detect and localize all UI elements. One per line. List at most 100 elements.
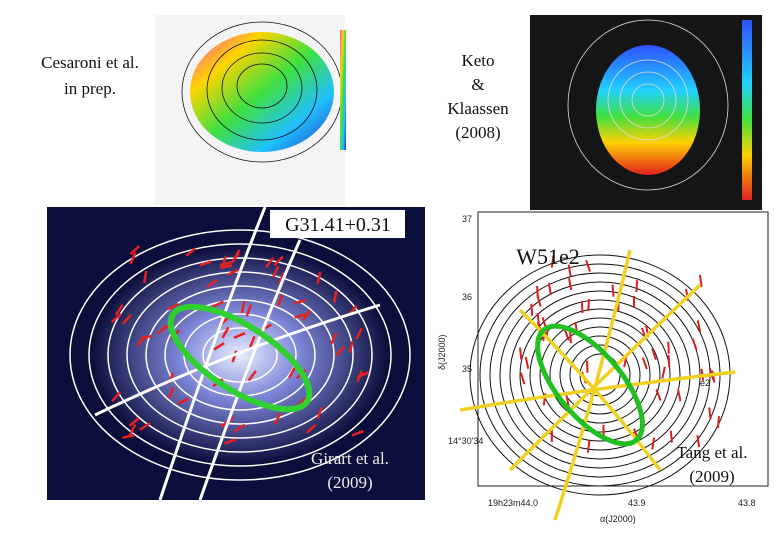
vector [669, 430, 673, 443]
caption-line: (2008) [455, 123, 500, 142]
vector [348, 340, 354, 354]
vector [708, 407, 712, 420]
y-tick-label: 36 [462, 292, 472, 302]
vector [519, 372, 526, 385]
vector [569, 331, 572, 344]
vector [530, 303, 534, 316]
vector [136, 335, 146, 347]
vector [206, 278, 218, 288]
vector [717, 416, 720, 429]
contour [107, 257, 373, 453]
polarization-map-left [47, 206, 425, 501]
vector [696, 434, 701, 448]
vector [185, 247, 197, 257]
vector [586, 440, 591, 453]
vector [245, 304, 253, 317]
vector [231, 350, 238, 363]
caption-line: (2009) [689, 467, 734, 486]
velocity-map-right [530, 15, 762, 210]
caption-line: & [471, 75, 484, 94]
vector [272, 265, 280, 278]
vector [114, 304, 124, 316]
vector [550, 255, 555, 268]
vector [587, 298, 591, 312]
caption-line: in prep. [64, 79, 116, 98]
vector [316, 271, 322, 285]
vector [248, 335, 256, 348]
contour [529, 308, 671, 442]
vector [305, 423, 317, 434]
x-tick-label: 19h23m44.0 [488, 498, 538, 508]
vector [611, 284, 615, 297]
vector [641, 357, 648, 370]
vector [293, 299, 307, 305]
y-tick-label: 35 [462, 364, 472, 374]
vector [129, 245, 141, 256]
vector [240, 300, 246, 314]
vector [219, 261, 233, 267]
vector [651, 348, 657, 361]
contour [164, 299, 316, 411]
vector [696, 320, 702, 333]
vector [329, 332, 338, 345]
source-label: W51e2 [516, 244, 580, 269]
vector [655, 389, 662, 401]
contour [519, 299, 681, 451]
vector [547, 282, 552, 295]
vector [226, 268, 239, 277]
vector [288, 366, 297, 379]
vector [122, 314, 132, 325]
x-tick-label: 43.9 [628, 498, 646, 508]
vector [563, 328, 570, 341]
velocity-map-left [155, 15, 346, 205]
caption-line: (2009) [327, 473, 372, 492]
vector [355, 327, 363, 340]
y-axis-label: δ(J2000) [437, 334, 447, 370]
y-tick-label: 37 [462, 214, 472, 224]
vector [231, 252, 240, 264]
x-axis-label: α(J2000) [600, 514, 636, 524]
vector [580, 301, 584, 314]
vector [177, 397, 190, 405]
source-tag: e2 [700, 378, 710, 388]
vector [667, 355, 671, 368]
vector [278, 272, 286, 285]
vector [199, 260, 212, 267]
vector [167, 386, 175, 400]
vector [224, 438, 237, 445]
vector [661, 366, 666, 379]
vector [142, 270, 148, 284]
polarization-map-right [459, 211, 769, 521]
contour [509, 290, 691, 460]
vector [110, 313, 122, 323]
contour [549, 326, 651, 424]
vector [129, 252, 137, 265]
caption-line: Tang et al. [676, 443, 747, 462]
vector [233, 332, 246, 339]
vector [519, 347, 523, 360]
vector [111, 391, 121, 403]
vector [212, 300, 225, 309]
vector [273, 412, 282, 425]
vector [139, 421, 151, 431]
caption-line: Girart et al. [311, 449, 389, 468]
contour [202, 327, 278, 383]
vector [316, 406, 323, 420]
caption-line: Keto [461, 51, 494, 70]
contour [559, 335, 641, 415]
vector [128, 423, 137, 436]
vector [351, 429, 364, 437]
vector [691, 338, 698, 351]
vector [220, 264, 233, 270]
x-tick-label: 43.8 [738, 498, 756, 508]
vector [167, 302, 179, 311]
vector [677, 389, 682, 402]
vector [651, 437, 656, 450]
vector [332, 290, 338, 304]
vector [585, 259, 592, 272]
vector [635, 280, 639, 293]
vector [221, 326, 230, 339]
contour [88, 243, 392, 467]
vector [273, 255, 284, 267]
